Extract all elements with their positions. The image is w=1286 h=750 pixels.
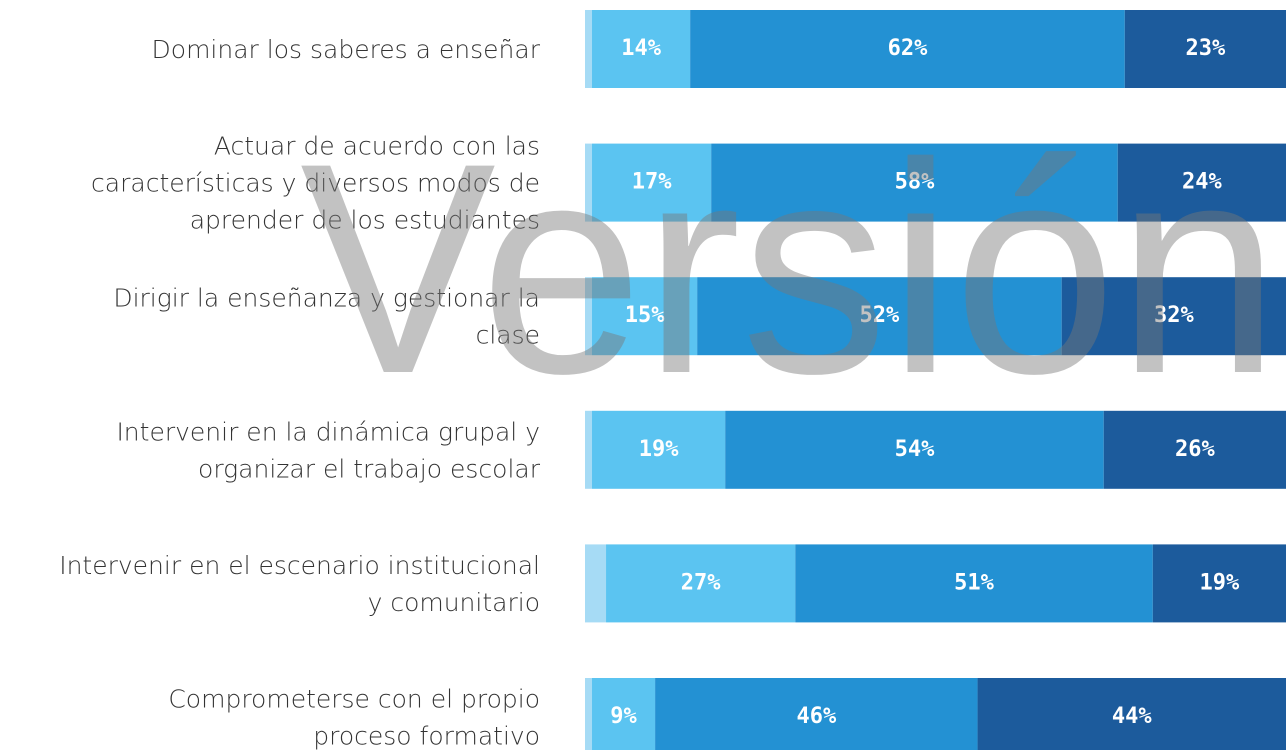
value-label: 32% (1154, 303, 1194, 328)
value-label: 19% (639, 437, 679, 462)
category-line: Dominar los saberes a enseñar (152, 35, 541, 64)
category-label: Actuar de acuerdo con las características… (91, 132, 540, 235)
category-label: Dominar los saberes a enseñar (152, 35, 541, 64)
bar-segment (1117, 143, 1286, 222)
bar-segment (655, 678, 978, 750)
category-line: y comunitario (368, 588, 540, 617)
value-label: 14% (621, 36, 661, 61)
value-label: 23% (1186, 36, 1226, 61)
category-line: Actuar de acuerdo con las (214, 132, 540, 161)
bar-segment (585, 678, 593, 750)
value-label: 44% (1112, 704, 1152, 729)
value-label: 62% (888, 36, 928, 61)
category-line: Dirigir la enseñanza y gestionar la (113, 284, 540, 313)
bar-segment (585, 10, 593, 88)
category-line: Intervenir en la dinámica grupal y (116, 417, 540, 446)
value-label: 46% (796, 704, 836, 729)
category-line: Comprometerse con el propio (168, 685, 540, 714)
bar-segment (585, 544, 607, 623)
bar-segment (795, 544, 1153, 623)
category-label: Comprometerse con el propio proceso forma… (168, 685, 540, 750)
category-line: Intervenir en el escenario institucional (59, 551, 540, 580)
watermark: Versión (300, 100, 1280, 436)
bar-segment (977, 678, 1286, 750)
category-line: aprender de los estudiantes (190, 206, 540, 235)
value-label: 26% (1175, 437, 1215, 462)
value-label: 15% (625, 303, 665, 328)
value-label: 58% (895, 170, 935, 195)
category-line: organizar el trabajo escolar (198, 454, 541, 483)
value-label: 24% (1182, 170, 1222, 195)
category-line: proceso formativo (313, 722, 540, 750)
bar-segment (585, 143, 593, 222)
bar-segment (592, 277, 698, 356)
value-label: 54% (895, 437, 935, 462)
bar-segment (585, 410, 593, 489)
bar-segment (592, 143, 712, 222)
bar-segment (592, 678, 656, 750)
value-label: 52% (860, 303, 900, 328)
category-label: Intervenir en la dinámica grupal y organi… (116, 417, 540, 483)
bar-segment (697, 277, 1062, 356)
bar-segment (1124, 10, 1286, 88)
bar-segment (1061, 277, 1286, 356)
category-label: Intervenir en el escenario institucional… (59, 551, 540, 617)
value-label: 17% (632, 170, 672, 195)
bar-segment (585, 277, 593, 356)
value-label: 51% (954, 570, 994, 595)
bar-segment (725, 410, 1104, 489)
bar-segment (711, 143, 1118, 222)
value-label: 27% (681, 570, 721, 595)
bar-segment (690, 10, 1125, 88)
bar-segment (592, 10, 691, 88)
value-label: 9% (610, 704, 637, 729)
category-label: Dirigir la enseñanza y gestionar la clase (113, 284, 540, 350)
value-label: 19% (1200, 570, 1240, 595)
category-line: características y diversos modos de (91, 169, 540, 198)
bar-segment (606, 544, 796, 623)
category-line: clase (476, 321, 540, 350)
bar-segment (592, 410, 726, 489)
bar-segment (1152, 544, 1286, 623)
bar-segment (1103, 410, 1286, 489)
